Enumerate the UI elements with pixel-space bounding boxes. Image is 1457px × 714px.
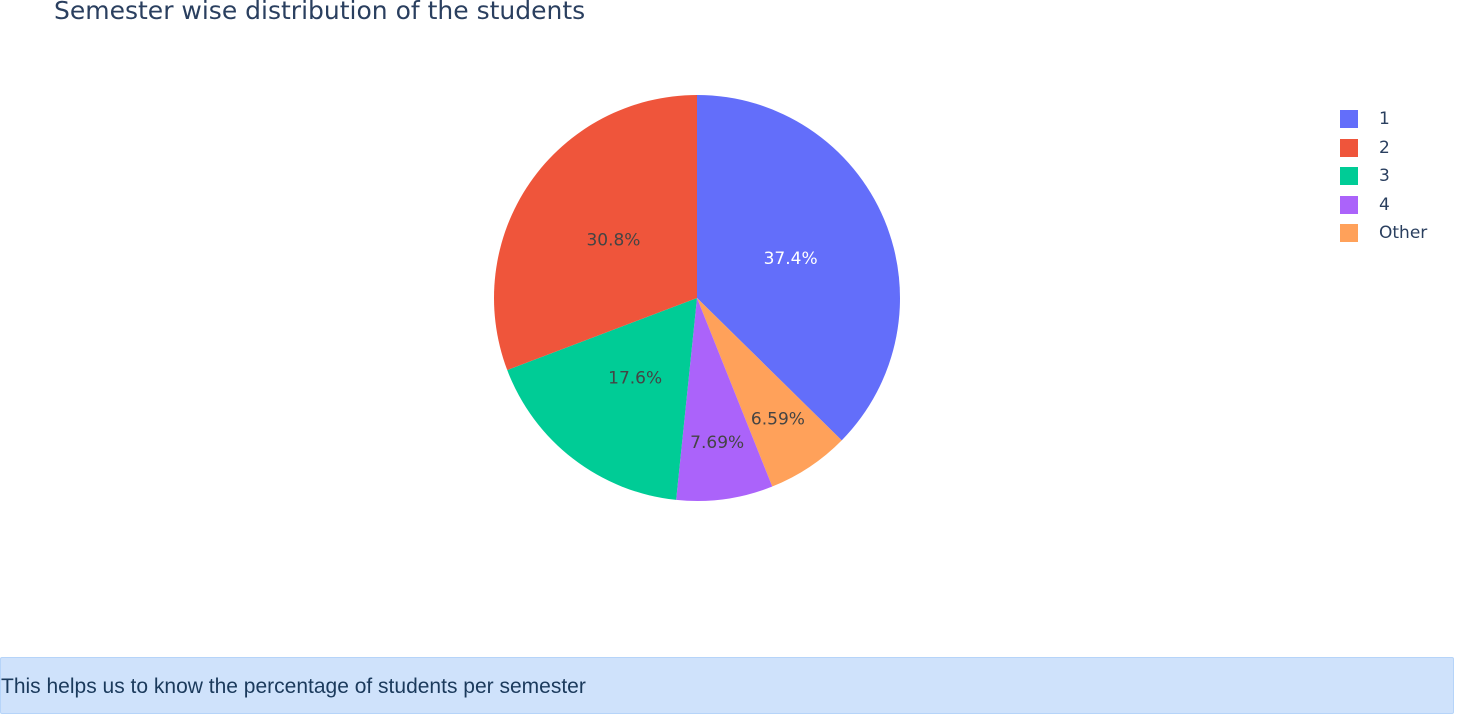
- legend-label: Other: [1379, 223, 1428, 244]
- pie-label-other: 6.59%: [751, 410, 805, 430]
- legend-item-3[interactable]: 3: [1340, 162, 1450, 191]
- pie-labels: 37.4% 6.59% 7.69% 17.6% 30.8%: [586, 230, 817, 452]
- legend-label: 3: [1379, 166, 1390, 187]
- info-note-text: This helps us to know the percentage of …: [1, 675, 586, 698]
- pie-chart: 37.4% 6.59% 7.69% 17.6% 30.8%: [493, 95, 900, 501]
- pie-label-4: 7.69%: [690, 433, 744, 453]
- legend-label: 1: [1379, 109, 1390, 130]
- pie-slice-3[interactable]: [507, 298, 697, 500]
- legend-swatch: [1340, 224, 1358, 243]
- pie-slices: [493, 95, 900, 501]
- legend-swatch: [1340, 110, 1358, 129]
- pie-slice-1[interactable]: [697, 95, 900, 441]
- chart-title: Semester wise distribution of the studen…: [54, 0, 586, 25]
- pie-slice-2[interactable]: [493, 95, 697, 371]
- legend-label: 4: [1379, 194, 1390, 215]
- legend-swatch: [1340, 167, 1358, 186]
- legend-swatch: [1340, 138, 1358, 157]
- legend-item-other[interactable]: Other: [1340, 219, 1450, 248]
- pie-slice-4[interactable]: [676, 298, 773, 501]
- pie-label-2: 30.8%: [586, 230, 640, 250]
- info-note: This helps us to know the percentage of …: [0, 657, 1454, 714]
- legend-label: 2: [1379, 137, 1390, 158]
- pie-label-3: 17.6%: [608, 368, 662, 388]
- legend-item-2[interactable]: 2: [1340, 134, 1450, 163]
- pie-slice-other[interactable]: [697, 298, 842, 487]
- legend-swatch: [1340, 195, 1358, 214]
- legend-item-4[interactable]: 4: [1340, 191, 1450, 220]
- legend: 1 2 3 4 Other: [1340, 105, 1450, 248]
- pie-label-1: 37.4%: [764, 249, 818, 269]
- legend-item-1[interactable]: 1: [1340, 105, 1450, 134]
